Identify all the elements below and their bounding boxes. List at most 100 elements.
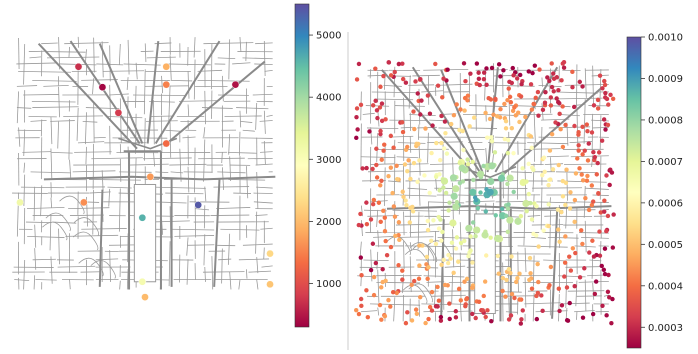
node-point (382, 228, 388, 234)
node-point (582, 266, 587, 271)
node-point (376, 200, 382, 205)
node-point (419, 98, 424, 103)
node-point (411, 160, 417, 166)
node-point (359, 273, 364, 278)
node-point (435, 284, 440, 290)
node-point (424, 254, 430, 260)
node-point (446, 252, 451, 258)
node-point (426, 265, 431, 270)
node-point (517, 297, 522, 302)
node-point (417, 158, 422, 163)
node-point (468, 71, 473, 76)
node-point (463, 303, 468, 309)
node-point (604, 313, 609, 318)
node-point (584, 178, 590, 183)
node-point (485, 308, 490, 313)
node-point (486, 95, 491, 101)
node-point (475, 205, 481, 211)
node-point (477, 82, 482, 88)
node-point (560, 104, 565, 109)
node-point (579, 228, 584, 233)
node-point (16, 198, 24, 207)
node-point (547, 148, 553, 153)
node-point (501, 68, 506, 73)
node-point (476, 170, 485, 178)
node-point (442, 119, 448, 124)
node-point (529, 107, 535, 112)
node-point (386, 173, 391, 179)
node-point (517, 271, 522, 276)
node-point (438, 318, 444, 323)
node-point (512, 105, 517, 110)
node-point (603, 90, 608, 96)
node-point (415, 179, 420, 184)
node-point (162, 62, 171, 71)
node-point (412, 278, 417, 284)
node-point (602, 198, 607, 203)
colorbar-tick-label: 0.0008 (648, 115, 683, 126)
node-point (601, 267, 607, 272)
node-point (534, 316, 540, 322)
node-point (425, 218, 431, 224)
node-point (394, 290, 399, 296)
node-point (458, 107, 463, 112)
node-point (427, 111, 433, 116)
node-point (570, 85, 575, 90)
node-point (427, 304, 433, 310)
node-point (604, 96, 610, 102)
node-point (430, 123, 435, 128)
node-point (528, 271, 533, 276)
node-point (470, 220, 476, 225)
node-point (489, 319, 494, 324)
colorbar-tick-label: 1000 (316, 279, 341, 290)
node-point (508, 100, 514, 105)
node-point (536, 244, 541, 249)
node-point (549, 61, 554, 66)
node-point (605, 122, 611, 128)
node-point (487, 177, 495, 186)
node-point (114, 108, 123, 117)
node-point (535, 261, 540, 267)
node-point (440, 177, 449, 185)
node-point (480, 308, 486, 313)
node-point (505, 150, 511, 156)
node-point (451, 270, 456, 276)
node-point (402, 162, 408, 167)
node-point (509, 80, 514, 86)
node-point (508, 313, 514, 318)
node-point (558, 127, 563, 132)
node-point (487, 116, 493, 122)
node-point (354, 106, 360, 111)
node-point (540, 107, 546, 113)
node-point (602, 246, 608, 251)
node-point (481, 70, 487, 75)
node-point (146, 172, 155, 181)
node-point (589, 183, 595, 188)
node-point (533, 95, 538, 101)
node-point (390, 190, 395, 196)
node-point (388, 244, 394, 250)
node-point (406, 158, 411, 163)
node-point (393, 233, 398, 238)
node-point (373, 98, 378, 103)
node-point (449, 121, 454, 127)
node-point (438, 314, 444, 320)
node-point (405, 168, 410, 174)
node-point (567, 254, 572, 259)
node-point (549, 84, 555, 90)
node-point (519, 317, 524, 322)
node-point (456, 259, 461, 264)
node-point (568, 190, 573, 195)
node-point (462, 238, 467, 244)
node-point (531, 101, 536, 107)
node-point (396, 263, 401, 268)
node-point (535, 89, 541, 95)
node-point (405, 310, 410, 315)
node-point (405, 144, 410, 150)
node-point (443, 190, 449, 196)
node-point (607, 182, 612, 188)
node-point (426, 316, 431, 322)
node-point (449, 174, 458, 182)
node-point (368, 217, 374, 222)
node-point (584, 122, 590, 127)
